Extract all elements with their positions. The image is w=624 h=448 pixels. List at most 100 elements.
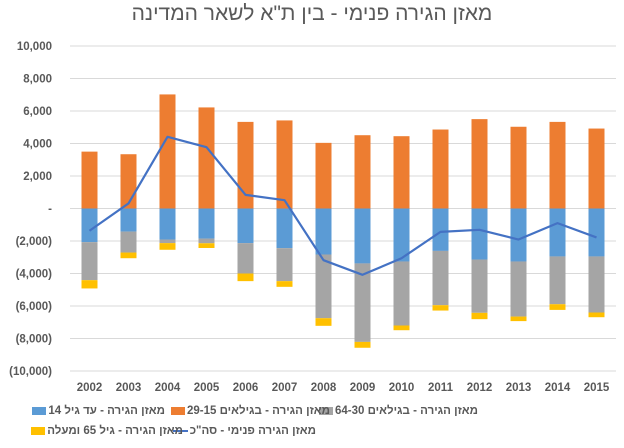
bar-segment bbox=[237, 243, 254, 274]
bar-segment bbox=[549, 208, 566, 257]
total-line bbox=[88, 135, 597, 276]
bar-segment bbox=[276, 281, 293, 287]
bar-segment bbox=[120, 208, 137, 232]
legend-item-15-29[interactable]: מאזן הגירה - בגילאים 29-15 bbox=[171, 405, 330, 417]
bar-segment bbox=[198, 238, 215, 244]
bar-segment bbox=[510, 208, 527, 262]
y-tick-label: (8,000) bbox=[16, 334, 53, 346]
x-tick-label: 2002 bbox=[77, 382, 103, 394]
y-tick-label: 4,000 bbox=[23, 139, 52, 151]
bar-segment bbox=[120, 252, 137, 259]
bar-segment bbox=[120, 231, 137, 253]
bar-segment bbox=[510, 261, 527, 317]
bar-segment bbox=[198, 208, 215, 239]
legend-swatch-blue bbox=[32, 407, 47, 415]
bar-segment bbox=[588, 128, 605, 209]
bar-segment bbox=[432, 129, 449, 209]
x-tick-label: 2005 bbox=[194, 382, 220, 394]
x-tick-label: 2004 bbox=[155, 382, 181, 394]
bar-segment bbox=[588, 256, 605, 313]
x-tick-label: 2008 bbox=[311, 382, 337, 394]
bar-segment bbox=[237, 121, 254, 209]
legend-label: מאזן הגירה - בגילאים 29-15 bbox=[187, 405, 330, 417]
bar-segment bbox=[510, 126, 527, 209]
y-tick-label: (6,000) bbox=[16, 301, 53, 313]
bar-segment bbox=[315, 142, 332, 209]
bar-segment bbox=[393, 136, 410, 209]
legend-item-30-64[interactable]: מאזן הגירה - בגילאים 64-30 bbox=[319, 405, 478, 417]
bar-segment bbox=[510, 316, 527, 322]
legend-item-under-14[interactable]: מאזן הגירה - עד גיל 14 bbox=[32, 405, 165, 417]
y-tick-label: - bbox=[48, 204, 52, 216]
x-tick-label: 2012 bbox=[467, 382, 493, 394]
bar-segment bbox=[81, 280, 98, 289]
y-tick-label: 10,000 bbox=[17, 41, 52, 53]
bar-segment bbox=[393, 261, 410, 326]
bar-segment bbox=[354, 263, 371, 342]
bar-segment bbox=[393, 325, 410, 331]
bar-segment bbox=[354, 135, 371, 209]
x-tick-label: 2014 bbox=[545, 382, 571, 394]
bar-segment bbox=[549, 121, 566, 209]
legend-label: מאזן הגירה - עד גיל 14 bbox=[48, 405, 165, 417]
bar-segment bbox=[471, 208, 488, 260]
x-tick-label: 2011 bbox=[428, 382, 454, 394]
bar-segment bbox=[198, 107, 215, 209]
legend-swatch-line bbox=[172, 430, 188, 432]
legend-item-65-plus[interactable]: מאזן הגירה - גיל 65 ומעלה bbox=[31, 425, 183, 437]
bar-segment bbox=[81, 242, 98, 281]
y-tick-label: 8,000 bbox=[23, 74, 52, 86]
bar-segment bbox=[276, 208, 293, 249]
x-tick-label: 2010 bbox=[389, 382, 415, 394]
x-tick-label: 2006 bbox=[233, 382, 259, 394]
bar-segment bbox=[471, 312, 488, 320]
legend-label: מאזן הגירה פנימי - סה"כ bbox=[189, 425, 316, 437]
bar-segment bbox=[393, 208, 410, 262]
bar-segment bbox=[354, 208, 371, 264]
bar-segment bbox=[471, 119, 488, 209]
bar-segment bbox=[315, 208, 332, 255]
bar-segment bbox=[276, 248, 293, 282]
y-tick-label: (4,000) bbox=[16, 269, 53, 281]
x-tick-label: 2009 bbox=[350, 382, 376, 394]
legend-label: מאזן הגירה - בגילאים 64-30 bbox=[335, 405, 478, 417]
bar-segment bbox=[81, 151, 98, 209]
bar-segment bbox=[471, 259, 488, 313]
bar-segment bbox=[315, 254, 332, 319]
bar-segment bbox=[276, 120, 293, 209]
y-tick-label: (10,000) bbox=[9, 366, 52, 378]
y-tick-label: 6,000 bbox=[23, 106, 52, 118]
legend-swatch-gray bbox=[319, 407, 334, 415]
bar-segment bbox=[159, 208, 176, 240]
legend-swatch-orange bbox=[171, 407, 186, 415]
legend-swatch-yellow bbox=[31, 427, 46, 435]
bar-segment bbox=[120, 154, 137, 209]
bar-segment bbox=[549, 256, 566, 305]
x-tick-label: 2007 bbox=[272, 382, 298, 394]
bar-segment bbox=[432, 305, 449, 311]
x-tick-label: 2013 bbox=[506, 382, 532, 394]
bar-segment bbox=[237, 273, 254, 282]
bar-segment bbox=[588, 208, 605, 257]
bar-segment bbox=[315, 318, 332, 326]
y-tick-label: 2,000 bbox=[23, 171, 52, 183]
bar-segment bbox=[432, 250, 449, 306]
bar-segment bbox=[159, 94, 176, 209]
bar-segment bbox=[588, 312, 605, 318]
bar-segment bbox=[549, 304, 566, 310]
bar-segment bbox=[159, 239, 176, 244]
bar-segment bbox=[159, 243, 176, 250]
legend-item-total[interactable]: מאזן הגירה פנימי - סה"כ bbox=[172, 425, 316, 437]
bar-segment bbox=[237, 208, 254, 244]
x-tick-label: 2015 bbox=[584, 382, 610, 394]
bar-segment bbox=[198, 243, 215, 248]
x-tick-label: 2003 bbox=[116, 382, 142, 394]
bar-segment bbox=[354, 341, 371, 348]
chart-title: מאזן הגירה פנימי - בין ת"א לשאר המדינה bbox=[131, 2, 493, 25]
bar-segment bbox=[81, 208, 98, 243]
legend-label: מאזן הגירה - גיל 65 ומעלה bbox=[47, 425, 183, 437]
bar-segment bbox=[432, 208, 449, 251]
y-tick-label: (2,000) bbox=[16, 236, 53, 248]
